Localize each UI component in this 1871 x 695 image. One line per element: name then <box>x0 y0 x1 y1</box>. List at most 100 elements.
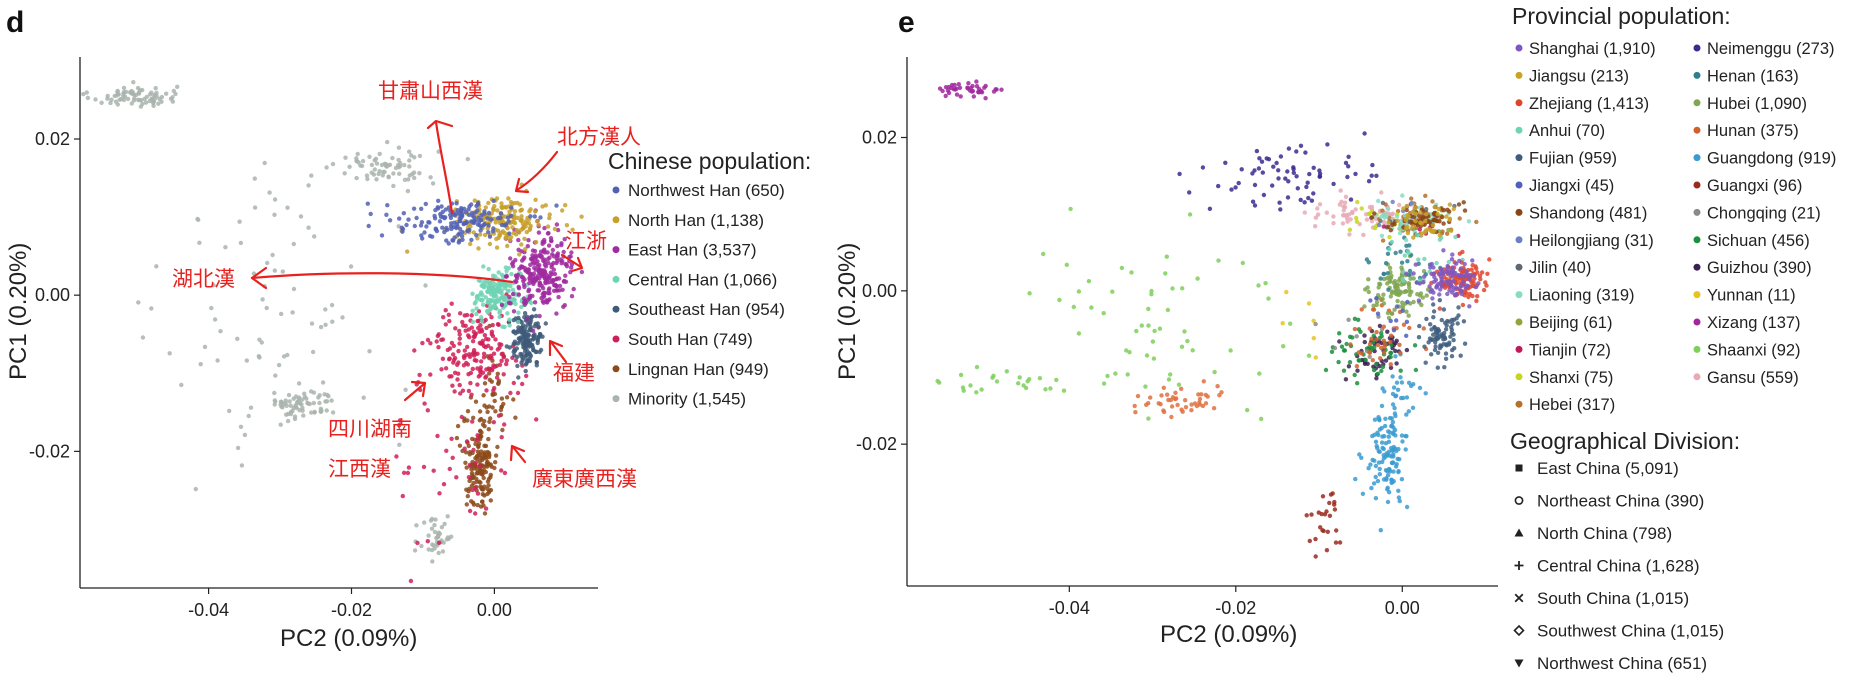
data-point <box>530 277 535 282</box>
data-point <box>1407 325 1412 331</box>
data-point <box>1229 187 1234 192</box>
data-point <box>262 160 267 166</box>
data-point <box>522 236 527 241</box>
data-point <box>355 151 360 157</box>
data-point <box>1399 433 1405 438</box>
data-point <box>443 322 448 327</box>
data-point <box>1441 221 1446 226</box>
data-point <box>407 158 412 163</box>
data-point <box>1149 288 1154 294</box>
data-point <box>1429 352 1434 357</box>
legend-swatch <box>612 365 620 373</box>
data-point <box>404 222 409 228</box>
data-point <box>1447 288 1452 293</box>
data-point <box>507 294 512 300</box>
data-point <box>1478 277 1483 282</box>
data-point <box>497 314 502 320</box>
data-point <box>476 246 481 251</box>
data-point <box>397 442 402 447</box>
arrowhead-jiangzhe <box>570 256 584 273</box>
data-point <box>391 171 396 176</box>
data-point <box>457 328 462 334</box>
data-point <box>394 454 399 459</box>
data-point <box>1416 298 1422 303</box>
data-point <box>302 391 307 396</box>
data-point <box>1274 160 1279 166</box>
data-point <box>485 216 490 221</box>
data-point <box>1439 317 1445 323</box>
data-point <box>1353 171 1358 177</box>
data-point <box>1342 200 1348 205</box>
data-point <box>312 234 317 239</box>
data-point <box>1252 168 1257 173</box>
data-point <box>487 241 493 247</box>
data-point <box>1437 233 1443 238</box>
data-point <box>121 85 127 91</box>
data-point <box>1443 351 1449 356</box>
data-point <box>1442 365 1447 370</box>
legend-entry: Xizang (137) <box>1707 314 1801 332</box>
data-point <box>519 227 524 232</box>
data-point <box>1406 409 1412 414</box>
data-point <box>367 349 372 354</box>
data-point <box>1403 217 1409 223</box>
data-point <box>470 308 475 313</box>
data-point <box>1339 199 1344 204</box>
panel-e: e -0.04 -0.02 0.000.020.00-0.02 PC2 (0.09%… <box>834 3 1836 673</box>
data-point <box>397 216 402 221</box>
data-point <box>1303 150 1308 155</box>
data-point <box>1348 197 1354 202</box>
data-point <box>482 443 487 448</box>
data-point <box>495 444 500 450</box>
data-point <box>545 224 551 229</box>
data-point <box>384 212 389 217</box>
data-point <box>324 165 329 170</box>
data-point <box>1346 317 1351 322</box>
data-point <box>1388 354 1393 360</box>
data-point <box>1381 301 1387 306</box>
data-point <box>193 486 198 492</box>
data-point <box>348 264 354 269</box>
data-point <box>1422 230 1428 235</box>
data-point <box>496 297 501 302</box>
legend-entry: Northwest Han (650) <box>628 181 785 200</box>
data-point <box>1479 270 1485 275</box>
data-point <box>475 208 480 213</box>
data-point <box>1403 447 1408 452</box>
data-point <box>1373 463 1379 469</box>
data-point <box>1295 186 1301 191</box>
data-point <box>475 202 481 207</box>
legend-swatch <box>1515 345 1523 353</box>
data-point <box>1405 259 1410 264</box>
data-point <box>1437 298 1443 303</box>
arrow-jiangzhe <box>560 253 583 269</box>
data-point <box>525 322 530 327</box>
data-point <box>1313 536 1318 542</box>
data-point <box>1459 288 1465 294</box>
data-point <box>93 97 98 102</box>
data-point <box>470 475 475 481</box>
data-point <box>484 325 489 331</box>
data-point <box>462 446 467 451</box>
shape-legend-entry: Southwest China (1,015) <box>1537 622 1724 641</box>
data-point <box>1387 467 1392 472</box>
data-point <box>453 326 458 331</box>
data-point <box>159 99 164 104</box>
data-point <box>505 215 511 220</box>
data-point <box>1401 322 1407 327</box>
data-point <box>527 358 533 364</box>
data-point <box>562 237 567 242</box>
data-point <box>510 291 516 297</box>
data-point <box>1469 280 1474 285</box>
data-point <box>1378 282 1383 287</box>
data-point <box>1383 261 1389 266</box>
data-point <box>1381 338 1387 343</box>
data-point <box>477 418 482 423</box>
data-point <box>503 265 508 270</box>
data-point <box>522 284 527 290</box>
data-point <box>522 277 527 282</box>
data-point <box>312 409 317 415</box>
data-point <box>483 205 488 210</box>
annotation-hubei-han: 湖北漢 <box>172 268 235 291</box>
data-point <box>1360 491 1366 496</box>
